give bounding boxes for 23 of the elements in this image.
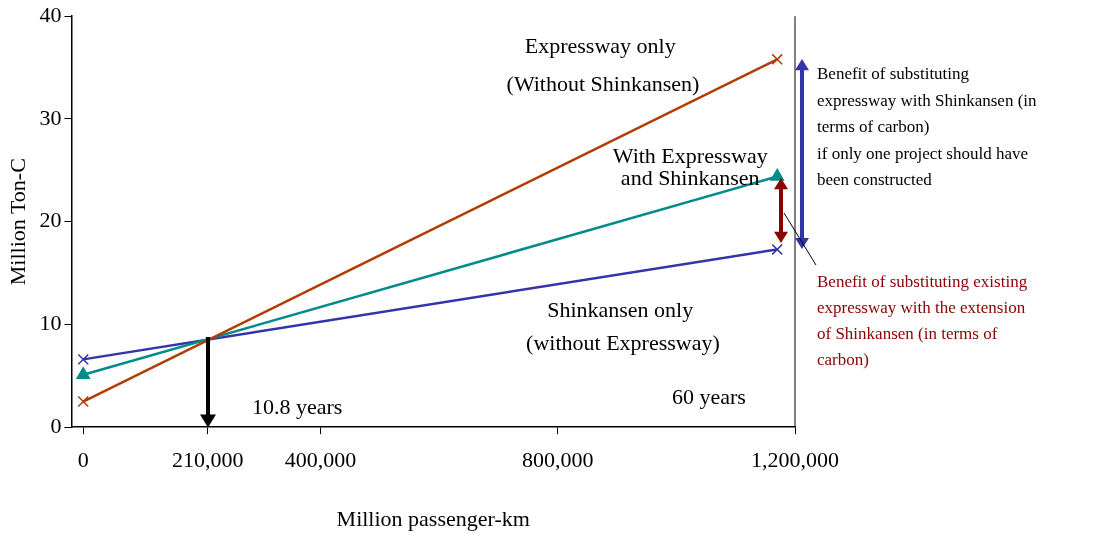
- y-tick-label: 30: [39, 104, 62, 130]
- x-tick-label: 0: [77, 447, 89, 473]
- point: [77, 395, 89, 408]
- text: Benefit of substituting existing expressway with the extension of Shinkansen (in terms of carbon): [817, 272, 1028, 370]
- y-tick-label: 10: [39, 310, 62, 336]
- x-axis-title: Million passenger-km: [336, 505, 530, 531]
- series-label: With Expressway and Shinkansen: [612, 143, 768, 191]
- x-tick-label: 1,200,000: [751, 447, 839, 473]
- point: [77, 353, 89, 366]
- annotation: 60 years: [672, 383, 746, 409]
- y-axis-title: Million Ton-C: [4, 158, 30, 286]
- annotation: 10.8 years: [252, 393, 343, 419]
- x-tick-label: 800,000: [522, 447, 594, 473]
- point: [771, 53, 783, 66]
- series-label: Shinkansen only (without Expressway): [520, 297, 720, 356]
- y-tick-label: 0: [50, 412, 62, 438]
- series-label: Expressway only (Without Shinkansen): [501, 33, 700, 97]
- y-tick-label: 20: [39, 207, 62, 233]
- x-tick-label: 210,000: [172, 447, 244, 473]
- text: Benefit of substituting expressway with Shinkansen (in terms of carbon) if only one project should have been constructed: [817, 64, 1038, 190]
- point: [771, 243, 783, 256]
- y-tick-label: 40: [39, 1, 62, 27]
- x-tick-label: 400,000: [284, 447, 357, 473]
